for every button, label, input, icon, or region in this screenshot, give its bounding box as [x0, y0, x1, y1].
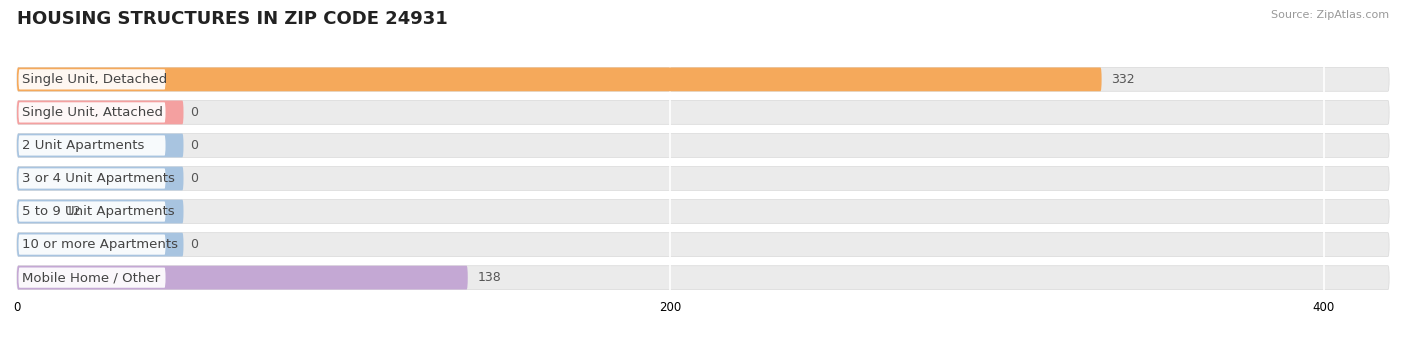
FancyBboxPatch shape: [17, 67, 1102, 91]
FancyBboxPatch shape: [18, 168, 166, 189]
Text: 5 to 9 Unit Apartments: 5 to 9 Unit Apartments: [21, 205, 174, 218]
FancyBboxPatch shape: [18, 102, 166, 122]
Text: 0: 0: [190, 106, 198, 119]
FancyBboxPatch shape: [17, 200, 184, 223]
FancyBboxPatch shape: [17, 200, 1389, 223]
FancyBboxPatch shape: [17, 266, 1389, 290]
Text: 138: 138: [478, 271, 502, 284]
FancyBboxPatch shape: [17, 101, 184, 124]
FancyBboxPatch shape: [17, 233, 184, 256]
FancyBboxPatch shape: [18, 201, 166, 222]
Text: 12: 12: [66, 205, 82, 218]
FancyBboxPatch shape: [17, 134, 184, 157]
Text: 0: 0: [190, 238, 198, 251]
Text: 0: 0: [190, 172, 198, 185]
FancyBboxPatch shape: [18, 268, 166, 288]
FancyBboxPatch shape: [18, 235, 166, 255]
Text: 3 or 4 Unit Apartments: 3 or 4 Unit Apartments: [21, 172, 174, 185]
FancyBboxPatch shape: [18, 69, 166, 89]
Text: 0: 0: [190, 139, 198, 152]
Text: 10 or more Apartments: 10 or more Apartments: [21, 238, 177, 251]
FancyBboxPatch shape: [17, 266, 468, 290]
Text: HOUSING STRUCTURES IN ZIP CODE 24931: HOUSING STRUCTURES IN ZIP CODE 24931: [17, 10, 447, 28]
Text: 332: 332: [1111, 73, 1135, 86]
FancyBboxPatch shape: [17, 101, 1389, 124]
FancyBboxPatch shape: [17, 233, 1389, 256]
Text: Single Unit, Detached: Single Unit, Detached: [21, 73, 167, 86]
Text: Mobile Home / Other: Mobile Home / Other: [21, 271, 160, 284]
FancyBboxPatch shape: [17, 167, 184, 190]
Text: Single Unit, Attached: Single Unit, Attached: [21, 106, 163, 119]
FancyBboxPatch shape: [17, 67, 1389, 91]
FancyBboxPatch shape: [18, 135, 166, 156]
FancyBboxPatch shape: [17, 134, 1389, 157]
FancyBboxPatch shape: [17, 167, 1389, 190]
Text: 2 Unit Apartments: 2 Unit Apartments: [21, 139, 145, 152]
Text: Source: ZipAtlas.com: Source: ZipAtlas.com: [1271, 10, 1389, 20]
